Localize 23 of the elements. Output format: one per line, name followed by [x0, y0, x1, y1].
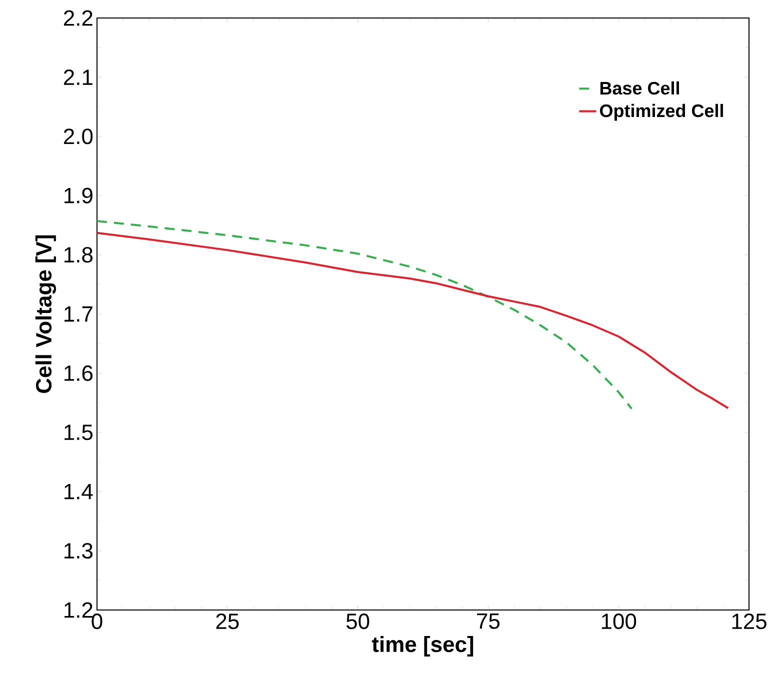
x-tick-label: 0	[92, 614, 102, 630]
y-tick-label: 1.4	[64, 484, 93, 500]
y-tick-label: 1.3	[64, 543, 93, 559]
x-axis-title: time [sec]	[372, 636, 474, 656]
y-tick-label: 2.0	[64, 128, 93, 144]
line-series	[97, 232, 730, 410]
y-tick-label: 1.7	[64, 306, 92, 322]
x-tick-label: 50	[346, 614, 370, 630]
x-tick-label: 100	[602, 614, 636, 630]
line-series	[97, 220, 633, 410]
y-tick-label: 2.2	[64, 10, 92, 26]
y-tick-label: 1.2	[64, 602, 92, 618]
x-tick-label: 25	[216, 614, 239, 630]
y-axis-title: Cell Voltage [V]	[35, 235, 56, 393]
legend-label: Optimized Cell	[600, 104, 723, 121]
y-tick-label: 1.5	[64, 424, 93, 440]
x-tick-label: 75	[477, 614, 500, 629]
x-tick-label: 125	[732, 614, 766, 630]
y-tick-label: 1.6	[64, 365, 93, 381]
y-tick-label: 1.8	[64, 246, 93, 263]
legend-label: Base Cell	[600, 81, 679, 95]
y-tick-label: 2.1	[64, 70, 92, 85]
y-tick-label: 1.9	[64, 188, 92, 204]
